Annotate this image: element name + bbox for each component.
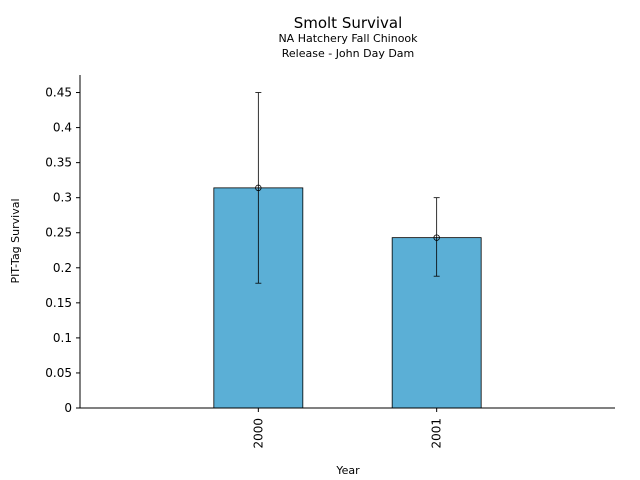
y-tick-label: 0.35	[45, 156, 72, 170]
y-tick-label: 0.15	[45, 296, 72, 310]
y-tick-label: 0.25	[45, 226, 72, 240]
y-tick-label: 0.1	[53, 331, 72, 345]
y-tick-label: 0.2	[53, 261, 72, 275]
x-tick-label-2000: 2000	[251, 418, 265, 449]
plot-area: 0 0.05 0.1 0.15 0.2 0.25 0.3 0.35 0.4 0.45 2000 200…	[45, 86, 482, 449]
chart-title: Smolt Survival	[294, 14, 403, 32]
x-tick-label-2001: 2001	[430, 418, 444, 449]
y-tick-label: 0.05	[45, 366, 72, 380]
y-tick-label: 0	[64, 401, 72, 415]
x-axis-label: Year	[335, 464, 360, 477]
point-marker-2001	[433, 234, 440, 241]
y-tick-label: 0.4	[53, 121, 72, 135]
y-tick-label: 0.45	[45, 86, 72, 100]
point-marker-2000	[255, 184, 262, 192]
y-tick-label: 0.3	[53, 191, 72, 205]
chart-subtitle-line-1: NA Hatchery Fall Chinook	[278, 32, 418, 45]
chart-subtitle-line-2: Release - John Day Dam	[282, 47, 415, 60]
y-axis-label: PIT-Tag Survival	[9, 198, 22, 283]
